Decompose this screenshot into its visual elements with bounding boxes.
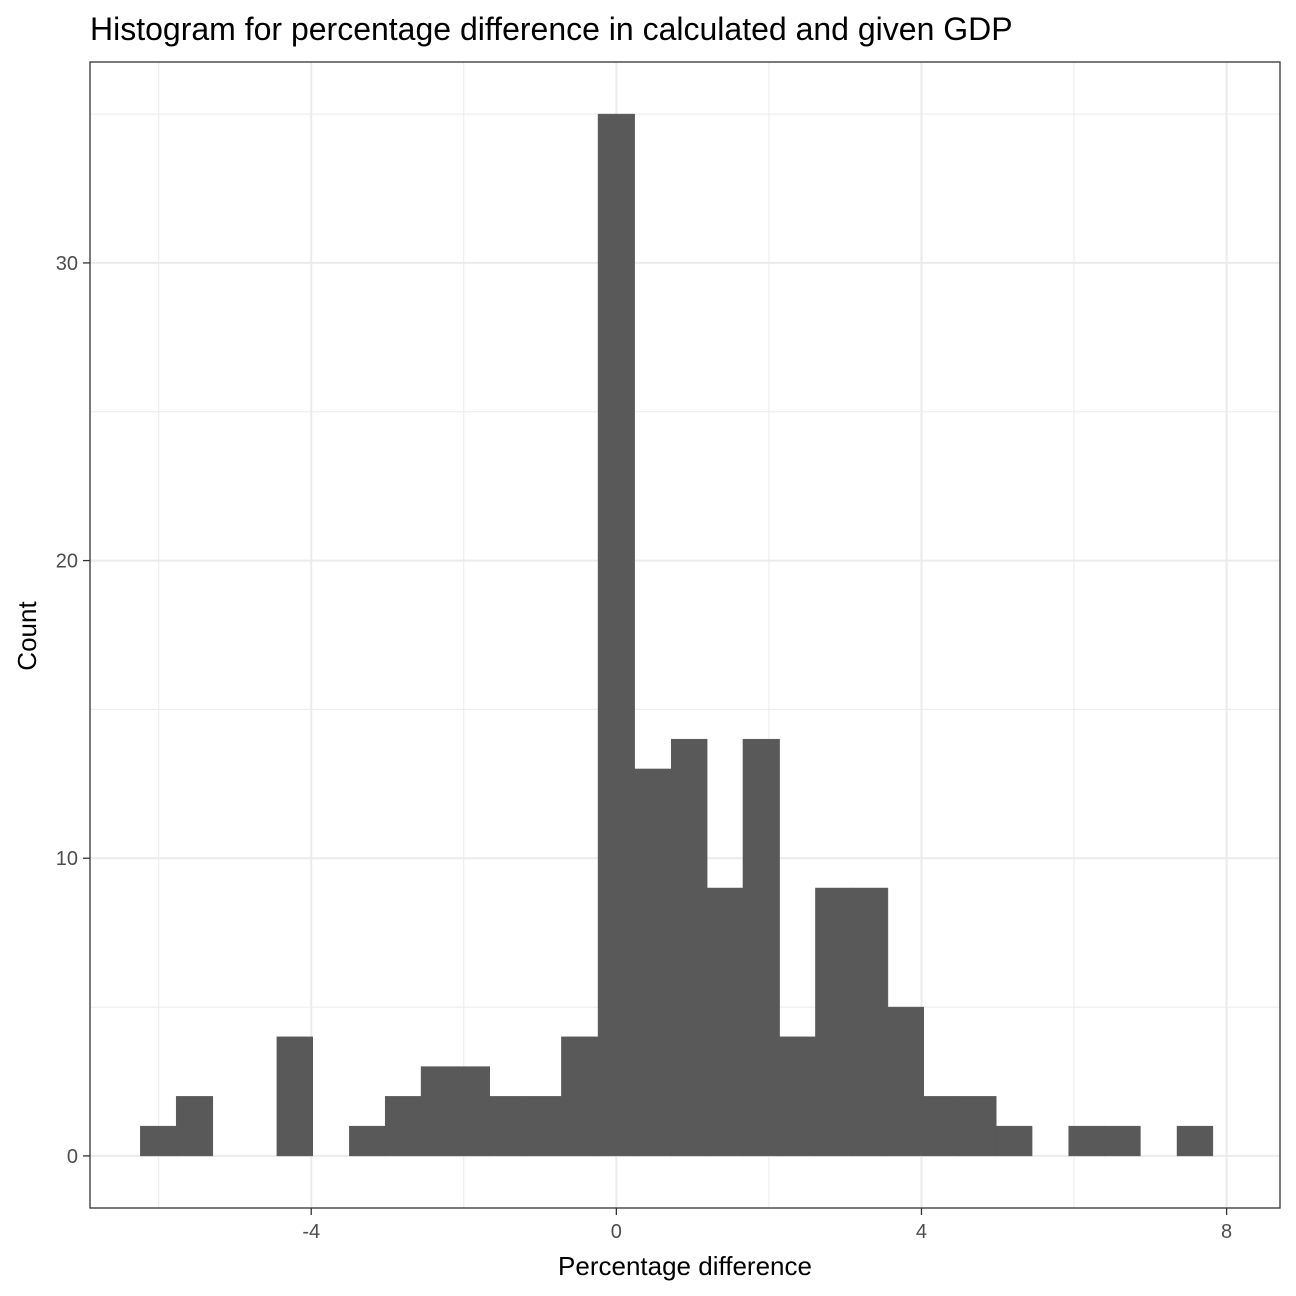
bars	[140, 113, 1214, 1157]
y-axis: 0 10 20 30	[56, 253, 90, 1168]
histogram-bar	[384, 1096, 422, 1157]
x-tick-label: -4	[302, 1221, 320, 1243]
y-axis-title: Count	[12, 601, 42, 671]
histogram-bar	[851, 887, 889, 1157]
histogram-bar	[887, 1006, 925, 1157]
y-tick-label: 30	[56, 253, 78, 275]
histogram-bar	[959, 1096, 997, 1157]
histogram-bar	[634, 768, 672, 1157]
grid-minor	[90, 62, 1280, 1208]
y-tick-label: 10	[56, 848, 78, 870]
y-tick-label: 0	[67, 1146, 78, 1168]
chart-title: Histogram for percentage difference in c…	[90, 11, 1013, 47]
histogram-bar	[1104, 1125, 1141, 1157]
histogram-bar	[995, 1125, 1033, 1157]
x-tick-label: 0	[611, 1221, 622, 1243]
histogram-bar	[1068, 1125, 1105, 1157]
panel-border	[89, 61, 1281, 1209]
x-tick-label: 4	[916, 1221, 927, 1243]
histogram-bar	[597, 113, 635, 1157]
histogram-bar	[525, 1096, 562, 1157]
histogram-bar	[706, 887, 744, 1157]
x-tick-label: 8	[1221, 1221, 1232, 1243]
histogram-bar	[1176, 1125, 1214, 1157]
histogram-bar	[489, 1096, 526, 1157]
histogram-bar	[742, 738, 780, 1157]
histogram-bar	[175, 1096, 214, 1157]
histogram-bar	[349, 1125, 386, 1157]
x-axis-title: Percentage difference	[558, 1251, 812, 1281]
histogram-bar	[140, 1125, 177, 1157]
histogram-bar	[456, 1066, 490, 1157]
histogram-bar	[561, 1036, 599, 1157]
histogram-bar	[420, 1066, 458, 1157]
histogram-bar	[671, 738, 708, 1157]
histogram-bar	[815, 887, 852, 1157]
plot-area	[89, 61, 1281, 1209]
histogram-bar	[923, 1096, 960, 1157]
histogram-bar	[276, 1036, 313, 1157]
y-tick-label: 20	[56, 551, 78, 573]
histogram-bar	[779, 1036, 816, 1157]
x-axis: -4 0 4 8	[302, 1208, 1232, 1243]
